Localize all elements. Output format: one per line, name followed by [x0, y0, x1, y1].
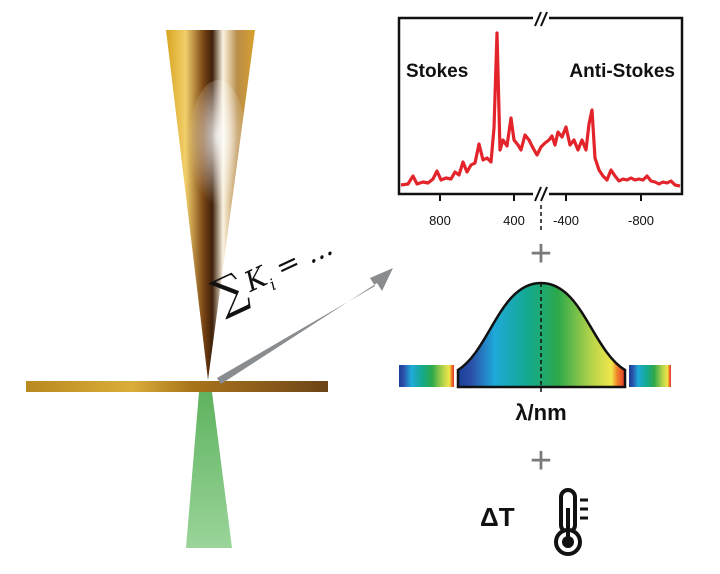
- laser-beam: [186, 392, 232, 548]
- tick-label: -800: [628, 213, 654, 228]
- anti-stokes-label: Anti-Stokes: [569, 61, 675, 82]
- tick-label: 800: [429, 213, 451, 228]
- wavelength-axis-label: λ/nm: [515, 400, 566, 425]
- svg-text:= ...: = ...: [270, 229, 337, 284]
- tick-label: 400: [503, 213, 525, 228]
- tick-label: -400: [553, 213, 579, 228]
- delta-t-label: ΔT: [480, 502, 515, 532]
- gold-tip: [166, 30, 255, 380]
- substrate-bar: [26, 381, 328, 392]
- plus-sign: +: [530, 233, 552, 275]
- stokes-label: Stokes: [406, 61, 468, 82]
- raman-spectrum-panel: 800 400 -400 -800 Stokes Anti-Stokes: [397, 11, 684, 232]
- plus-sign: +: [530, 440, 552, 482]
- signal-arrow: [217, 268, 393, 384]
- emission-spectrum: λ/nm: [399, 281, 671, 425]
- thermometer-icon: [554, 488, 588, 556]
- raman-spectrum-line: [400, 31, 681, 188]
